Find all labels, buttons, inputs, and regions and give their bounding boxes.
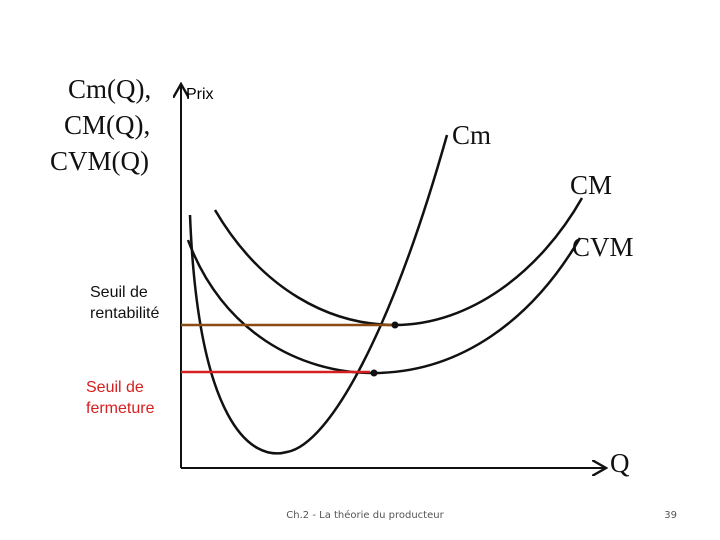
curve-label: CVM [572, 232, 634, 262]
y-axis-label: CVM(Q) [50, 146, 149, 176]
threshold-label: Seuil de [86, 379, 144, 396]
footer-text: Ch.2 - La théorie du producteur [286, 509, 444, 521]
cm-curve [188, 134, 449, 455]
threshold-label: Seuil de [90, 284, 148, 301]
point-rentabilite [391, 321, 399, 329]
cvm-curve [186, 237, 582, 375]
page-number: 39 [664, 510, 677, 521]
x-axis-label: Q [610, 448, 630, 478]
threshold-label: rentabilité [90, 305, 159, 322]
point-fermeture [370, 369, 378, 377]
y-axis-short-label: Prix [186, 86, 214, 103]
threshold-label: fermeture [86, 400, 155, 417]
y-axis-label: Cm(Q), [68, 74, 151, 104]
curve-label: Cm [452, 120, 491, 150]
y-axis-label: CM(Q), [64, 110, 150, 140]
curve-label: CM [570, 170, 612, 200]
